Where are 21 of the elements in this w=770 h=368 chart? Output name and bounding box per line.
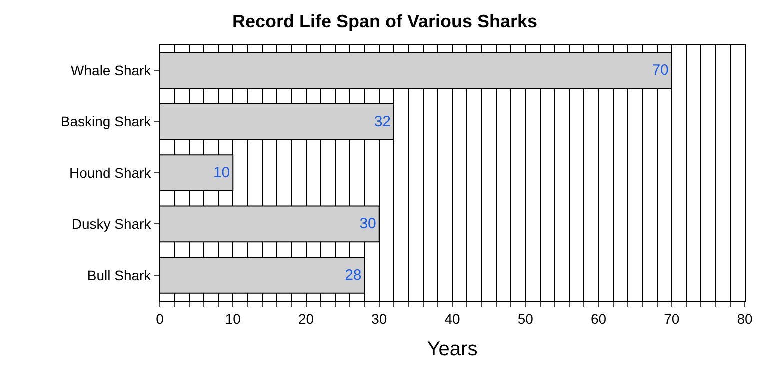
data-label: 28 bbox=[345, 266, 362, 284]
chart-title: Record Life Span of Various Sharks bbox=[232, 11, 538, 32]
x-tick-label: 50 bbox=[518, 310, 534, 327]
data-label: 10 bbox=[213, 164, 230, 182]
x-tick-label: 10 bbox=[225, 310, 242, 327]
x-tick-label: 20 bbox=[298, 310, 314, 327]
x-tick-label: 40 bbox=[444, 310, 460, 327]
y-tick-label: Dusky Shark bbox=[72, 216, 152, 232]
data-label: 70 bbox=[652, 62, 669, 80]
y-tick-label: Whale Shark bbox=[71, 62, 152, 78]
y-tick-label: Bull Shark bbox=[87, 267, 152, 284]
x-tick-label: 30 bbox=[372, 310, 388, 327]
x-tick-label: 70 bbox=[664, 310, 680, 327]
x-tick-label: 60 bbox=[590, 310, 607, 327]
x-tick-label: 0 bbox=[156, 310, 164, 327]
x-tick-label: 80 bbox=[737, 310, 753, 327]
y-tick-label: Basking Shark bbox=[60, 114, 152, 130]
data-label: 32 bbox=[374, 113, 391, 130]
data-label: 30 bbox=[360, 216, 376, 233]
x-axis-title: Years bbox=[427, 338, 478, 360]
y-tick-label: Hound Shark bbox=[69, 164, 152, 181]
